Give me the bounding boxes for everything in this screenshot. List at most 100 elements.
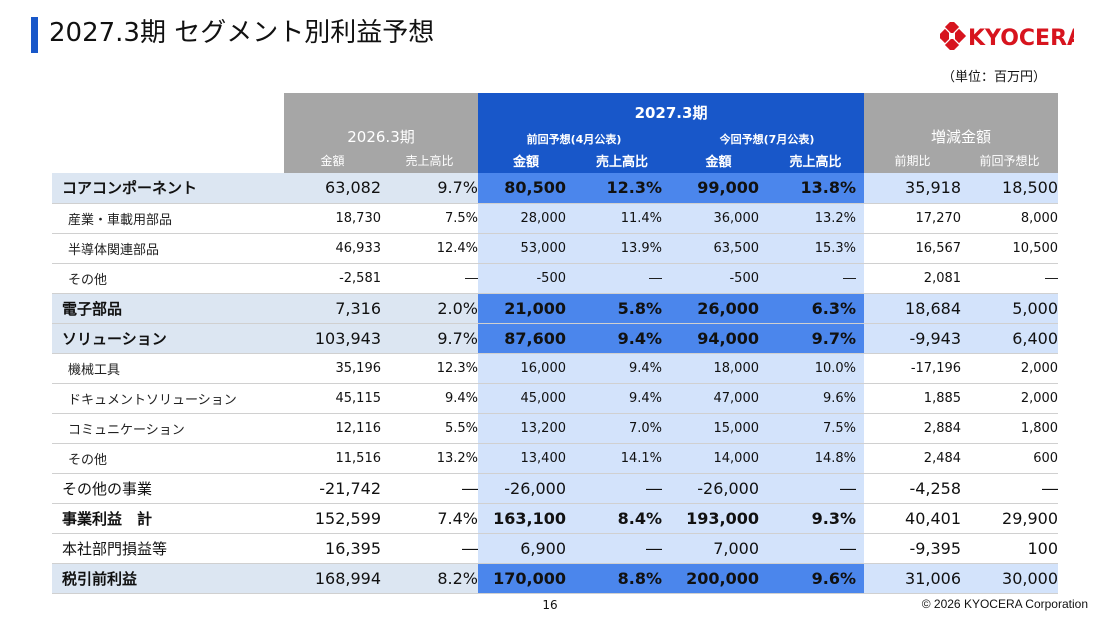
table-row: 電子部品 7,316 2.0% 21,000 5.8% 26,000 6.3% 18,684 5…	[52, 293, 1059, 324]
cell-amount-curr: 200,000	[670, 563, 767, 594]
cell-ratio-fy2026: 9.7%	[381, 173, 478, 204]
cell-ratio-fy2026: 5.5%	[381, 413, 478, 444]
cell-amount-curr: 36,000	[670, 203, 767, 234]
cell-ratio-prev: 9.4%	[574, 323, 670, 354]
cell-ratio-fy2026: 8.2%	[381, 563, 478, 594]
row-label: 本社部門損益等	[52, 533, 284, 564]
title-accent-bar	[31, 17, 38, 53]
cell-ratio-prev: 12.3%	[574, 173, 670, 204]
cell-diff-vs-prev: 2,000	[961, 353, 1059, 384]
cell-amount-curr: 26,000	[670, 293, 767, 324]
logo-wordmark: KYOCERA	[968, 26, 1074, 50]
cell-amount-fy2026: 12,116	[284, 413, 381, 444]
cell-ratio-prev: 8.8%	[574, 563, 670, 594]
cell-diff-vs-prev: 10,500	[961, 233, 1059, 264]
cell-diff-vs-prev: 6,400	[961, 323, 1059, 354]
cell-amount-prev: 45,000	[478, 383, 574, 414]
cell-ratio-prev: 14.1%	[574, 443, 670, 474]
row-label: 半導体関連部品	[52, 233, 284, 264]
table-row: コミュニケーション 12,116 5.5% 13,200 7.0% 15,000 7.5% 2…	[52, 413, 1059, 444]
cell-ratio-curr: 15.3%	[767, 233, 865, 264]
cell-diff-vs-prev: 5,000	[961, 293, 1059, 324]
row-label: ドキュメントソリューション	[52, 383, 284, 414]
cell-ratio-curr: 10.0%	[767, 353, 865, 384]
page-title: 2027.3期 セグメント別利益予想	[49, 18, 435, 48]
cell-diff-vs-prev: 18,500	[961, 173, 1059, 204]
cell-amount-fy2026: 16,395	[284, 533, 381, 564]
cell-amount-curr: 18,000	[670, 353, 767, 384]
cell-ratio-fy2026: 12.4%	[381, 233, 478, 264]
cell-diff-yoy: 1,885	[864, 383, 962, 414]
cell-diff-vs-prev: 2,000	[961, 383, 1059, 414]
table-row: 事業利益 計 152,599 7.4% 163,100 8.4% 193,000 9.3% 4…	[52, 503, 1059, 534]
row-label: 産業・車載用部品	[52, 203, 284, 234]
col-vs-prev: 前回予想比	[961, 147, 1059, 173]
cell-ratio-prev: ―	[574, 533, 670, 564]
cell-ratio-curr: ―	[767, 473, 865, 504]
table-row: その他の事業 -21,742 ― -26,000 ― -26,000 ― -4,258 ―	[52, 473, 1059, 504]
cell-ratio-prev: 8.4%	[574, 503, 670, 534]
header-fy2026: 2026.3期	[284, 93, 478, 147]
col-amount-fy2026: 金額	[284, 147, 381, 173]
cell-amount-prev: 28,000	[478, 203, 574, 234]
cell-amount-curr: 99,000	[670, 173, 767, 204]
cell-amount-prev: 21,000	[478, 293, 574, 324]
cell-amount-fy2026: 152,599	[284, 503, 381, 534]
cell-diff-yoy: 17,270	[864, 203, 962, 234]
cell-diff-yoy: 16,567	[864, 233, 962, 264]
cell-amount-fy2026: -21,742	[284, 473, 381, 504]
cell-ratio-curr: 9.6%	[767, 563, 865, 594]
cell-amount-prev: -500	[478, 263, 574, 294]
header-fy2027: 2027.3期	[478, 93, 865, 131]
row-label: その他	[52, 443, 284, 474]
cell-diff-vs-prev: 30,000	[961, 563, 1059, 594]
cell-ratio-prev: 5.8%	[574, 293, 670, 324]
table-row: その他 -2,581 ― -500 ― -500 ― 2,081 ―	[52, 263, 1059, 294]
row-label: 機械工具	[52, 353, 284, 384]
cell-amount-curr: 193,000	[670, 503, 767, 534]
cell-diff-vs-prev: 29,900	[961, 503, 1059, 534]
cell-ratio-fy2026: 12.3%	[381, 353, 478, 384]
cell-ratio-curr: ―	[767, 263, 865, 294]
table-row: ソリューション 103,943 9.7% 87,600 9.4% 94,000 9.7% -9…	[52, 323, 1059, 354]
cell-ratio-prev: 9.4%	[574, 353, 670, 384]
table-row: 半導体関連部品 46,933 12.4% 53,000 13.9% 63,500 15.3%…	[52, 233, 1059, 264]
cell-amount-prev: 170,000	[478, 563, 574, 594]
cell-ratio-curr: 9.3%	[767, 503, 865, 534]
cell-diff-yoy: 2,484	[864, 443, 962, 474]
row-label: コアコンポーネント	[52, 173, 284, 204]
cell-amount-fy2026: 63,082	[284, 173, 381, 204]
cell-ratio-curr: 14.8%	[767, 443, 865, 474]
table-row: 機械工具 35,196 12.3% 16,000 9.4% 18,000 10.0% -17,…	[52, 353, 1059, 384]
cell-ratio-fy2026: 9.7%	[381, 323, 478, 354]
cell-diff-vs-prev: 600	[961, 443, 1059, 474]
cell-amount-fy2026: 35,196	[284, 353, 381, 384]
cell-ratio-fy2026: 13.2%	[381, 443, 478, 474]
cell-amount-curr: 94,000	[670, 323, 767, 354]
cell-diff-yoy: -4,258	[864, 473, 962, 504]
cell-amount-fy2026: 11,516	[284, 443, 381, 474]
row-label: その他	[52, 263, 284, 294]
cell-ratio-curr: 9.7%	[767, 323, 865, 354]
cell-amount-curr: 15,000	[670, 413, 767, 444]
table-row: コアコンポーネント 63,082 9.7% 80,500 12.3% 99,000 13.8…	[52, 173, 1059, 204]
cell-ratio-fy2026: ―	[381, 263, 478, 294]
cell-diff-yoy: 31,006	[864, 563, 962, 594]
cell-amount-prev: 87,600	[478, 323, 574, 354]
cell-ratio-fy2026: 2.0%	[381, 293, 478, 324]
cell-amount-fy2026: 18,730	[284, 203, 381, 234]
table-row: 税引前利益 168,994 8.2% 170,000 8.8% 200,000 9.6% 31…	[52, 563, 1059, 594]
cell-diff-vs-prev: 8,000	[961, 203, 1059, 234]
header-curr-forecast: 今回予想(7月公表)	[670, 131, 865, 147]
table-row: 産業・車載用部品 18,730 7.5% 28,000 11.4% 36,000 13.2%…	[52, 203, 1059, 234]
cell-amount-prev: 16,000	[478, 353, 574, 384]
cell-amount-prev: 163,100	[478, 503, 574, 534]
header-diff: 増減金額	[864, 93, 1059, 147]
cell-ratio-prev: ―	[574, 263, 670, 294]
col-ratio-fy2026: 売上高比	[381, 147, 478, 173]
cell-amount-prev: 13,400	[478, 443, 574, 474]
cell-amount-prev: 6,900	[478, 533, 574, 564]
kyocera-logo-mark-icon	[940, 22, 967, 50]
cell-ratio-prev: 7.0%	[574, 413, 670, 444]
col-amount-curr: 金額	[670, 147, 767, 173]
